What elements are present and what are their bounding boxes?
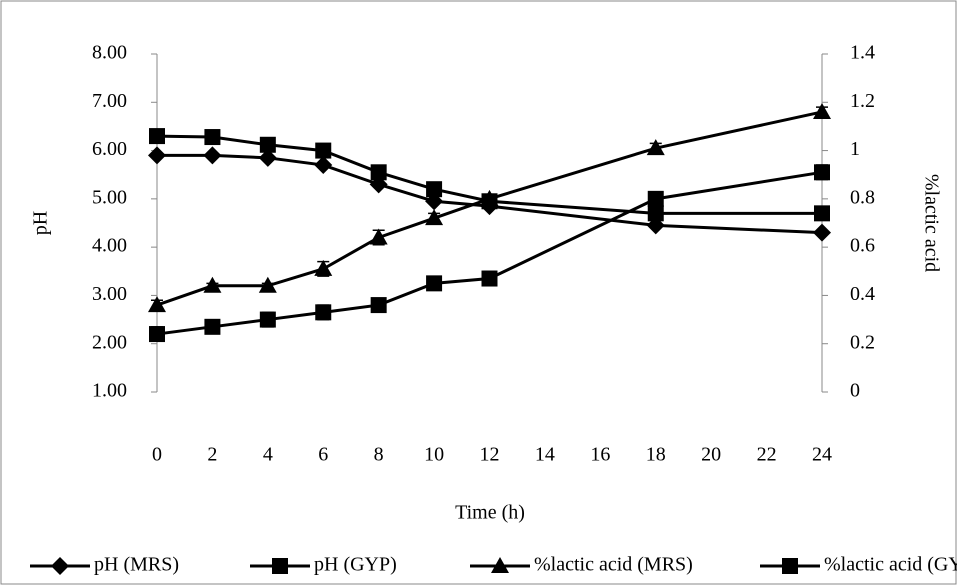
marker <box>782 558 798 574</box>
y2-tick-label: 0.2 <box>850 331 875 353</box>
marker <box>814 205 830 222</box>
marker <box>148 146 166 165</box>
y-tick-label: 8.00 <box>92 42 127 64</box>
y-tick-label: 1.00 <box>92 380 127 402</box>
x-tick-label: 2 <box>207 444 217 466</box>
marker <box>425 209 444 226</box>
y-axis-title: pH <box>30 211 52 235</box>
marker <box>149 128 165 145</box>
y2-tick-label: 0 <box>850 380 860 402</box>
y2-tick-label: 0.4 <box>850 283 875 305</box>
marker <box>370 164 387 181</box>
marker <box>259 136 276 153</box>
legend-label: pH (GYP) <box>314 554 397 576</box>
marker <box>491 557 509 573</box>
x-tick-label: 8 <box>374 444 384 466</box>
x-tick-label: 12 <box>480 444 500 466</box>
y-tick-label: 7.00 <box>92 90 127 112</box>
y-tick-label: 4.00 <box>92 235 127 257</box>
marker <box>149 326 165 343</box>
y-tick-label: 5.00 <box>92 186 127 208</box>
legend-label: %lactic acid (MRS) <box>534 554 693 576</box>
marker <box>203 146 222 165</box>
x-tick-label: 14 <box>535 444 555 466</box>
marker <box>314 259 333 276</box>
marker <box>426 275 443 292</box>
marker <box>204 129 221 146</box>
y2-tick-label: 0.6 <box>850 235 875 257</box>
marker <box>315 304 332 321</box>
y2-tick-label: 0.8 <box>850 186 875 208</box>
marker <box>813 102 831 119</box>
marker <box>646 139 665 156</box>
x-tick-label: 20 <box>701 444 721 466</box>
y2-axis-title: %lactic acid <box>920 174 942 272</box>
marker <box>259 311 276 328</box>
marker <box>314 156 333 175</box>
marker <box>258 148 277 167</box>
x-tick-label: 24 <box>812 444 832 466</box>
x-tick-label: 6 <box>318 444 328 466</box>
marker <box>814 164 830 181</box>
marker <box>315 142 332 159</box>
y2-tick-label: 1 <box>850 138 860 160</box>
marker <box>51 557 69 575</box>
y-tick-label: 2.00 <box>92 331 127 353</box>
y-tick-label: 3.00 <box>92 283 127 305</box>
marker <box>203 276 222 293</box>
legend-label: pH (MRS) <box>94 554 179 576</box>
x-axis-title: Time (h) <box>455 502 525 524</box>
y2-tick-label: 1.2 <box>850 90 875 112</box>
x-tick-label: 16 <box>590 444 610 466</box>
marker <box>369 228 388 245</box>
marker <box>148 296 166 313</box>
marker <box>258 276 277 293</box>
x-tick-label: 22 <box>757 444 777 466</box>
marker <box>426 181 443 198</box>
marker <box>480 189 499 206</box>
legend-label: %lactic acid (GYP) <box>824 554 957 576</box>
x-tick-label: 10 <box>424 444 444 466</box>
y2-tick-label: 1.4 <box>850 42 875 64</box>
marker <box>647 190 664 207</box>
y-tick-label: 6.00 <box>92 138 127 160</box>
marker <box>481 270 498 287</box>
x-tick-label: 4 <box>263 444 273 466</box>
x-tick-label: 0 <box>152 444 162 466</box>
marker <box>813 223 831 242</box>
marker <box>204 318 221 335</box>
marker <box>370 297 387 314</box>
marker <box>647 205 664 222</box>
marker <box>272 558 288 574</box>
x-tick-label: 18 <box>646 444 666 466</box>
